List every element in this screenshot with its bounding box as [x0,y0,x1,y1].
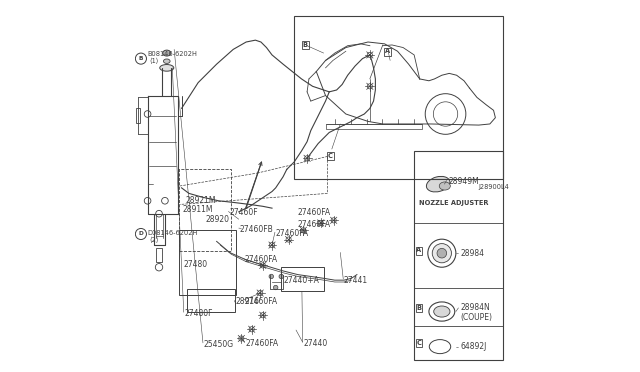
Circle shape [331,218,336,223]
Text: C: C [328,153,333,159]
Ellipse shape [429,302,455,321]
Ellipse shape [429,340,451,354]
Text: 28984N: 28984N [460,303,490,312]
Text: 28921M: 28921M [185,196,216,205]
Bar [136,109,140,123]
Text: 27480: 27480 [184,260,207,269]
Bar [415,247,422,255]
Text: J28900L4: J28900L4 [479,184,509,190]
Text: 27440: 27440 [303,339,328,348]
Ellipse shape [163,59,170,63]
Text: 27460FA: 27460FA [276,229,309,238]
Circle shape [318,220,323,225]
Text: NOZZLE ADJUSTER: NOZZLE ADJUSTER [419,200,488,206]
Bar [415,339,422,347]
Text: 28916: 28916 [235,297,259,306]
Circle shape [367,52,372,58]
Text: 27480F: 27480F [184,309,213,318]
Bar [414,151,503,359]
Text: B: B [417,305,422,311]
Text: A: A [417,247,422,253]
Bar [179,169,230,251]
Text: 27460FA: 27460FA [298,208,331,218]
Circle shape [260,312,266,318]
Circle shape [367,84,372,89]
Text: D08146-6202H: D08146-6202H [148,230,198,236]
Text: 27440+A: 27440+A [283,276,319,285]
Bar [187,289,235,311]
Text: 28920: 28920 [205,215,230,224]
Text: (COUPE): (COUPE) [460,312,492,321]
Text: 27460FB: 27460FB [239,225,273,234]
Circle shape [301,228,306,233]
Bar [384,48,391,56]
Circle shape [428,239,456,267]
Circle shape [437,248,447,258]
Bar [179,230,236,295]
Circle shape [136,53,147,64]
Circle shape [305,156,310,161]
Circle shape [136,228,147,240]
Ellipse shape [163,50,171,56]
Bar [302,41,308,49]
Bar [156,248,163,262]
Ellipse shape [434,306,450,317]
Text: B: B [303,42,308,48]
Text: 27460FA: 27460FA [244,297,277,306]
Text: ⟨2⟩: ⟨2⟩ [149,237,159,243]
Circle shape [156,263,163,271]
Circle shape [144,111,151,117]
Text: B08146-6202H: B08146-6202H [148,51,198,57]
Bar [294,16,503,179]
Circle shape [273,285,278,290]
Circle shape [258,291,263,296]
Ellipse shape [439,182,451,190]
Ellipse shape [160,64,174,71]
Text: 25450G: 25450G [204,340,234,349]
Bar [326,124,422,129]
Text: ⟨1⟩: ⟨1⟩ [149,57,159,64]
Circle shape [432,244,451,263]
Circle shape [269,243,275,248]
Text: C: C [417,340,421,346]
Text: 27460FA: 27460FA [245,339,278,348]
Circle shape [260,263,266,268]
Text: 28911M: 28911M [182,205,213,215]
Bar [281,267,324,291]
Text: 27460FA: 27460FA [244,255,277,264]
Text: 27460F: 27460F [229,208,258,217]
Text: 28949M: 28949M [449,177,479,186]
Text: 64892J: 64892J [460,342,486,351]
Circle shape [269,274,273,279]
Circle shape [162,198,168,204]
Text: A: A [385,48,390,54]
Text: D: D [138,231,143,237]
Text: 28984: 28984 [460,249,484,258]
Bar [415,304,422,312]
Circle shape [156,211,163,217]
Circle shape [249,327,254,332]
Circle shape [279,274,284,279]
Ellipse shape [426,176,450,192]
Text: B: B [139,56,143,61]
Circle shape [286,237,291,242]
Circle shape [144,198,151,204]
Text: 27460FA: 27460FA [298,220,331,229]
Circle shape [239,336,244,341]
Text: 27441: 27441 [344,276,368,285]
Bar [327,152,333,160]
